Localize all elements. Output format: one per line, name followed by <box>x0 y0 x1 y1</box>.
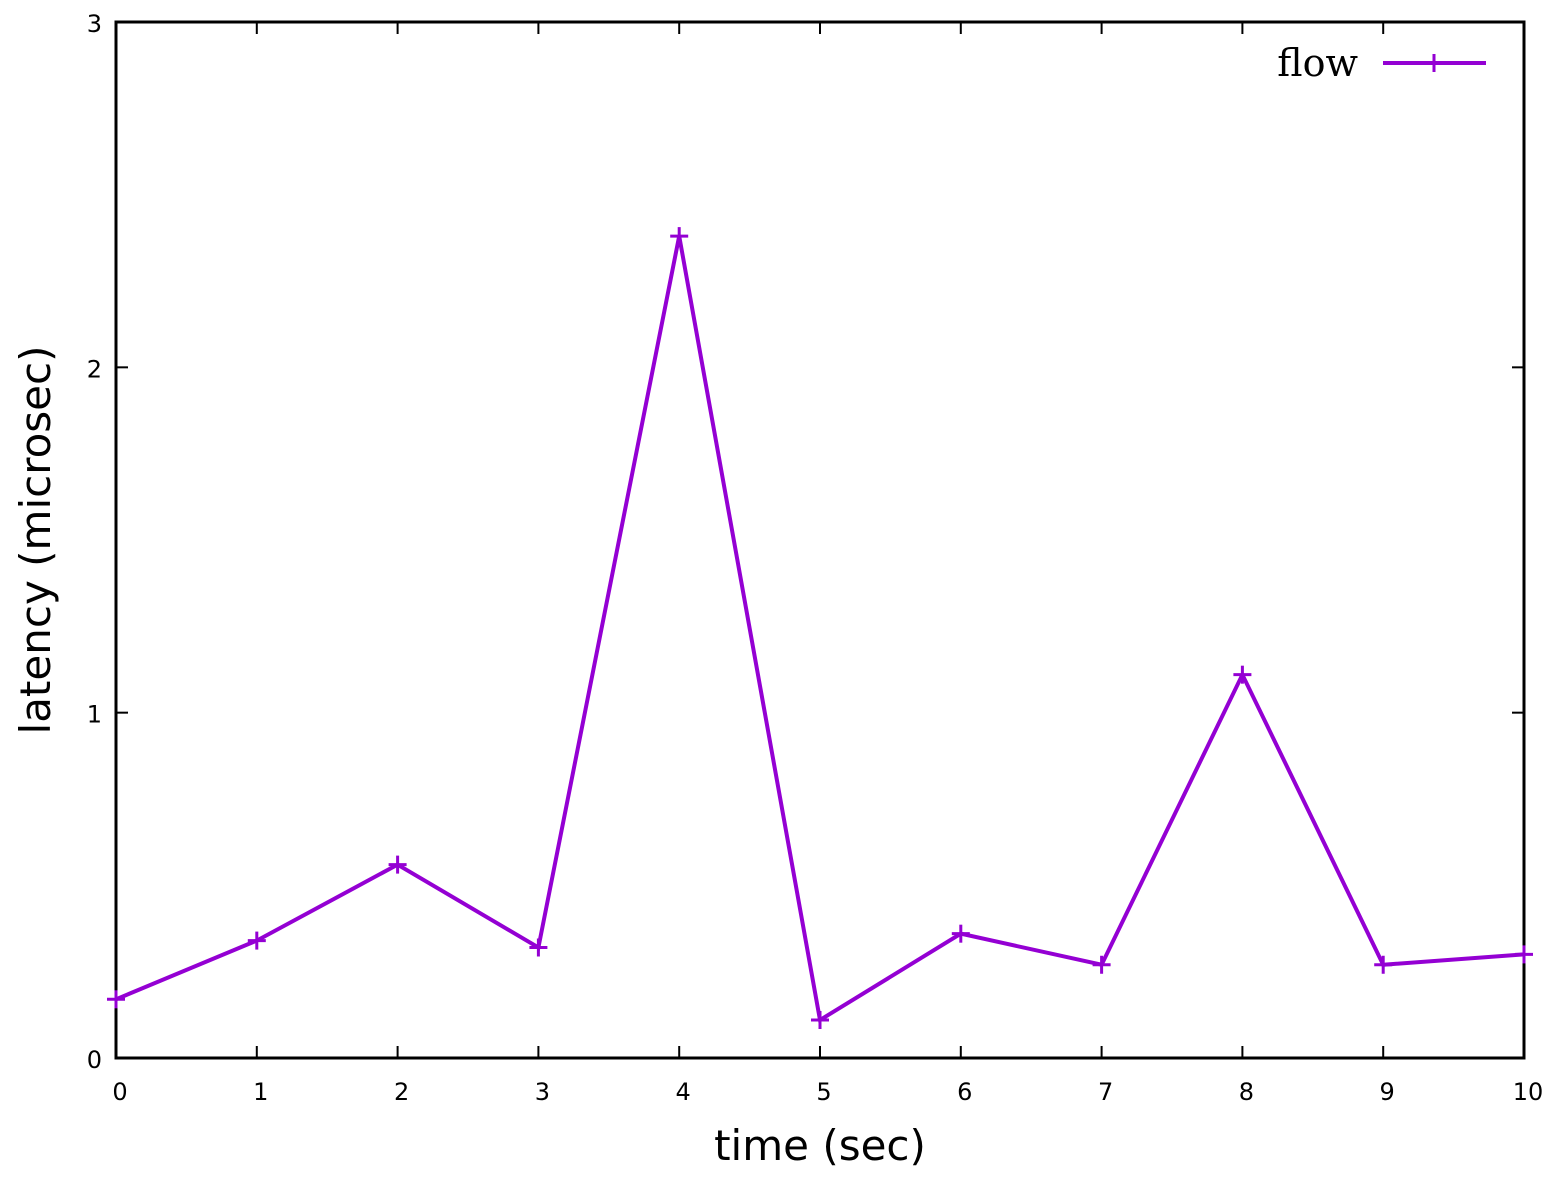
y-axis: 0 1 2 3 <box>87 10 1524 1074</box>
data-point-marker <box>1092 955 1111 974</box>
data-point-marker <box>1233 665 1252 684</box>
x-tick-label: 7 <box>1098 1078 1113 1106</box>
data-point-marker <box>247 931 266 950</box>
x-tick-label: 6 <box>957 1078 972 1106</box>
data-point-marker <box>388 855 407 874</box>
data-point-marker <box>107 990 125 1009</box>
data-point-marker <box>670 227 689 246</box>
legend-label-flow: flow <box>1277 41 1358 85</box>
data-point-marker <box>1374 955 1393 974</box>
y-tick-label: 2 <box>87 355 102 383</box>
y-tick-label: 3 <box>87 10 102 38</box>
x-tick-label: 2 <box>394 1078 409 1106</box>
data-point-marker <box>1515 945 1533 964</box>
x-axis-title: time (sec) <box>714 1121 926 1170</box>
legend: flow <box>1277 41 1486 85</box>
x-tick-label: 0 <box>112 1078 127 1106</box>
x-tick-label: 9 <box>1380 1078 1395 1106</box>
y-tick-label: 0 <box>87 1046 102 1074</box>
x-tick-label: 5 <box>816 1078 831 1106</box>
legend-marker-flow <box>1425 54 1443 72</box>
x-axis: 0 1 2 3 4 5 6 7 8 9 10 <box>112 22 1543 1106</box>
x-tick-label: 3 <box>535 1078 550 1106</box>
legend-plus-marker <box>1425 54 1443 72</box>
data-point-marker <box>529 938 548 957</box>
x-tick-label: 1 <box>253 1078 268 1106</box>
y-tick-label: 1 <box>87 701 102 729</box>
x-tick-label: 8 <box>1239 1078 1254 1106</box>
series-line-flow <box>115 235 1525 1024</box>
series-layer <box>107 227 1533 1030</box>
data-point-marker <box>951 924 970 943</box>
y-axis-title: latency (microsec) <box>11 346 60 735</box>
data-point-marker <box>811 1011 829 1030</box>
x-tick-label: 4 <box>676 1078 691 1106</box>
x-tick-label: 10 <box>1513 1078 1544 1106</box>
